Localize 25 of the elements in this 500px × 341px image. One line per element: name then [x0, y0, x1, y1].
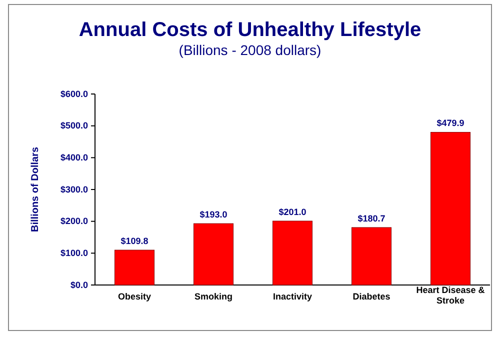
y-axis-title: Billions of Dollars	[30, 146, 41, 232]
bar	[194, 223, 234, 286]
data-label: $180.7	[358, 213, 386, 224]
data-label: $193.0	[200, 210, 228, 220]
bar	[114, 250, 154, 286]
bar	[430, 132, 470, 286]
bar	[352, 227, 392, 286]
data-label: $201.0	[278, 207, 306, 218]
data-label: $479.9	[436, 118, 464, 128]
y-tick-label: $300.0	[60, 184, 88, 194]
y-tick-label: $100.0	[60, 248, 88, 258]
y-tick-label: $400.0	[60, 152, 88, 163]
bar	[272, 220, 312, 286]
x-tick-label: Heart Disease & Stroke	[416, 285, 486, 306]
y-tick-label: $500.0	[60, 120, 88, 131]
chart-title: Annual Costs of Unhealthy Lifestyle	[78, 19, 422, 41]
x-tick-label: Obesity	[118, 291, 152, 302]
x-tick-label: Diabetes	[352, 291, 390, 302]
x-tick-label: Inactivity	[272, 291, 312, 302]
chart-subtitle: (Billions - 2008 dollars)	[178, 42, 322, 58]
x-tick-label: Smoking	[194, 291, 233, 302]
y-tick-label: $200.0	[60, 216, 88, 226]
data-label: $109.8	[120, 236, 148, 246]
y-tick-label: $600.0	[60, 88, 88, 99]
y-tick-label: $0.0	[70, 280, 88, 290]
